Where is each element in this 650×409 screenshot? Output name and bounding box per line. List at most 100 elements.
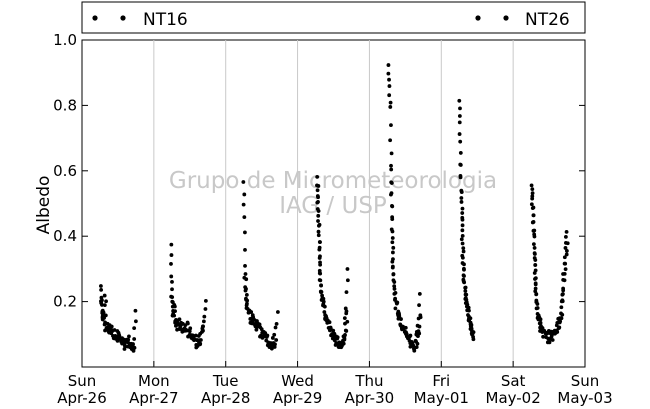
data-point: [99, 287, 104, 292]
data-point: [130, 342, 135, 347]
data-point: [460, 217, 465, 222]
data-point: [250, 319, 255, 323]
data-point: [390, 204, 395, 209]
data-point: [273, 325, 278, 330]
data-point: [386, 71, 391, 76]
data-point: [112, 328, 117, 332]
y-axis-label: Albedo: [34, 176, 54, 235]
data-point: [244, 303, 249, 308]
data-point: [260, 335, 265, 340]
data-point: [394, 301, 399, 306]
data-point: [541, 329, 546, 333]
data-point: [317, 268, 322, 273]
data-point: [244, 292, 249, 297]
data-point: [254, 327, 259, 332]
data-point: [535, 302, 540, 306]
data-point: [273, 342, 277, 347]
data-point: [460, 241, 465, 246]
data-point: [534, 292, 539, 296]
data-point: [257, 324, 262, 329]
data-point: [392, 284, 397, 289]
data-point: [247, 308, 252, 313]
data-point: [316, 213, 321, 218]
x-tick-label-weekday: Wed: [281, 372, 314, 390]
data-point: [562, 271, 567, 276]
data-point: [387, 93, 392, 98]
data-point: [460, 206, 465, 211]
data-point: [318, 278, 323, 283]
data-point: [342, 337, 347, 342]
data-point: [416, 331, 421, 335]
data-point: [390, 240, 395, 245]
x-axis: SunApr-26MonApr-27TueApr-28WedApr-29ThuA…: [57, 361, 613, 407]
data-point: [464, 304, 469, 309]
data-point: [203, 307, 208, 311]
x-tick-label-date: May-03: [557, 389, 612, 407]
data-point: [392, 287, 397, 291]
data-point: [243, 247, 247, 252]
data-point: [177, 327, 182, 332]
data-point: [460, 233, 465, 238]
data-point: [463, 289, 468, 293]
data-point: [532, 232, 537, 237]
y-tick-label: 0.6: [53, 162, 77, 180]
data-point: [463, 285, 468, 290]
data-point: [562, 255, 567, 260]
data-point: [102, 303, 107, 307]
data-point: [386, 63, 391, 67]
data-point: [417, 292, 422, 296]
data-point: [170, 279, 174, 284]
data-point: [389, 227, 394, 232]
data-point: [319, 289, 324, 294]
data-point: [192, 337, 197, 342]
data-point: [172, 313, 177, 318]
data-point: [457, 114, 462, 118]
data-point: [243, 288, 248, 293]
data-point: [559, 305, 564, 310]
plot-frame: [81, 39, 586, 368]
data-point: [532, 251, 537, 256]
data-point: [467, 308, 471, 313]
data-point: [316, 229, 321, 234]
x-tick-label-weekday: Tue: [212, 372, 239, 390]
data-point: [116, 330, 121, 335]
data-point: [316, 199, 320, 204]
data-point: [170, 299, 175, 304]
data-point: [316, 219, 320, 223]
x-tick-label-date: May-01: [414, 389, 469, 407]
data-point: [344, 309, 349, 314]
data-point: [201, 328, 205, 333]
data-point: [390, 265, 395, 270]
data-point: [458, 151, 463, 155]
data-point: [561, 288, 566, 293]
legend-marker-nt16-a: [92, 15, 98, 21]
data-point: [541, 334, 545, 339]
legend-marker-nt26-a: [475, 15, 481, 21]
legend-label-nt26: NT26: [525, 10, 570, 30]
data-point: [114, 334, 119, 339]
data-point: [391, 250, 395, 255]
data-point: [533, 258, 538, 262]
legend-marker-nt26-b: [503, 15, 509, 21]
data-point: [468, 327, 473, 331]
data-point: [463, 292, 468, 297]
data-point: [555, 330, 560, 334]
data-point: [322, 310, 327, 314]
data-point: [328, 325, 333, 330]
data-point: [460, 211, 465, 215]
data-point: [318, 260, 322, 265]
data-point: [461, 246, 466, 251]
data-point: [387, 77, 391, 82]
data-point: [120, 336, 125, 341]
y-axis: 0.2 0.4 0.6 0.8 1.0: [53, 31, 585, 311]
data-point: [457, 98, 462, 103]
data-point: [564, 230, 569, 234]
data-point: [331, 328, 336, 333]
data-point: [530, 191, 535, 195]
data-point: [327, 320, 332, 325]
data-point: [404, 332, 409, 336]
y-tick-label: 0.4: [53, 227, 77, 245]
data-point: [460, 223, 465, 228]
watermark-line-1: Grupo de Micrometeorologia: [169, 168, 497, 194]
data-point: [564, 249, 569, 253]
